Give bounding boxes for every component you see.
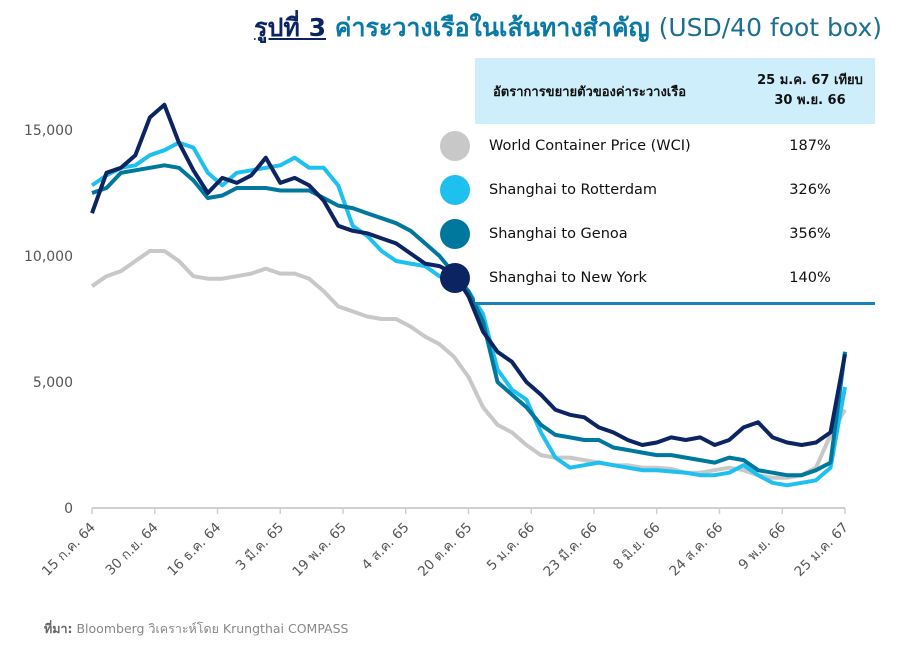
x-tick-label: 9 พ.ย. 66 <box>736 520 790 574</box>
growth-value: 140% <box>789 270 831 286</box>
x-tick-label: 24 ส.ค. 66 <box>666 520 726 580</box>
header-period: 25 ม.ค. 67 เทียบ 30 พ.ย. 66 <box>745 71 875 111</box>
source-prefix: ที่มา: <box>44 621 73 636</box>
legend-row: Shanghai to New York 140% <box>440 256 875 300</box>
legend-label: Shanghai to New York <box>489 270 647 286</box>
title-text: ค่าระวางเรือในเส้นทางสำคัญ <box>334 13 650 42</box>
x-tick-label: 30 ก.ย. 64 <box>102 520 161 579</box>
legend-row: World Container Price (WCI) 187% <box>440 124 875 168</box>
y-tick-label: 0 <box>64 501 73 517</box>
legend-dot-icon <box>440 131 470 161</box>
growth-value: 187% <box>789 138 831 154</box>
header-label: อัตราการขยายตัวของค่าระวางเรือ <box>493 84 687 100</box>
x-tick-label: 4 ส.ค. 65 <box>359 520 413 574</box>
legend-row: Shanghai to Rotterdam 326% <box>440 168 875 212</box>
table-header: อัตราการขยายตัวของค่าระวางเรือ 25 ม.ค. 6… <box>475 58 875 124</box>
growth-table: อัตราการขยายตัวของค่าระวางเรือ 25 ม.ค. 6… <box>440 58 875 305</box>
x-tick-label: 5 ม.ค. 66 <box>484 520 538 574</box>
chart-title: รูปที่ 3 ค่าระวางเรือในเส้นทางสำคัญ (USD… <box>254 8 882 48</box>
source-note: ที่มา: Bloomberg วิเคราะห์โดย Krungthai … <box>44 619 348 639</box>
source-text: Bloomberg วิเคราะห์โดย Krungthai COMPASS <box>76 621 349 636</box>
x-tick-label: 15 ก.ค. 64 <box>39 520 99 580</box>
legend-dot-icon <box>440 263 470 293</box>
series-line-shanghai-to-new-york <box>90 102 847 447</box>
y-tick-label: 5,000 <box>33 375 73 391</box>
title-unit: (USD/40 foot box) <box>658 13 882 42</box>
y-tick-label: 15,000 <box>24 123 73 139</box>
table-bottom-rule <box>475 302 875 305</box>
legend-dot-icon <box>440 175 470 205</box>
x-tick-label: 25 ม.ค. 67 <box>791 520 851 580</box>
x-tick-label: 8 มิ.ย. 66 <box>610 520 664 574</box>
growth-value: 326% <box>789 182 831 198</box>
legend-label: Shanghai to Genoa <box>489 226 628 242</box>
legend-label: Shanghai to Rotterdam <box>489 182 658 198</box>
series-line-world-container-price-wci- <box>90 249 847 480</box>
figure-number: รูปที่ 3 <box>254 13 326 42</box>
header-period-line2: 30 พ.ย. 66 <box>774 93 846 108</box>
x-tick-label: 19 พ.ค. 65 <box>289 520 349 580</box>
legend-dot-icon <box>440 219 470 249</box>
growth-value: 356% <box>789 226 831 242</box>
x-tick-label: 16 ธ.ค. 64 <box>164 520 224 580</box>
y-tick-label: 10,000 <box>24 249 73 265</box>
legend-label: World Container Price (WCI) <box>489 138 691 154</box>
header-period-line1: 25 ม.ค. 67 เทียบ <box>757 73 863 88</box>
series-line-shanghai-to-genoa <box>91 163 847 478</box>
x-tick-label: 20 ต.ค. 65 <box>415 520 475 580</box>
x-tick-label: 23 มี.ค. 66 <box>540 520 600 580</box>
legend-row: Shanghai to Genoa 356% <box>440 212 875 256</box>
x-tick-label: 3 มี.ค. 65 <box>233 520 287 574</box>
